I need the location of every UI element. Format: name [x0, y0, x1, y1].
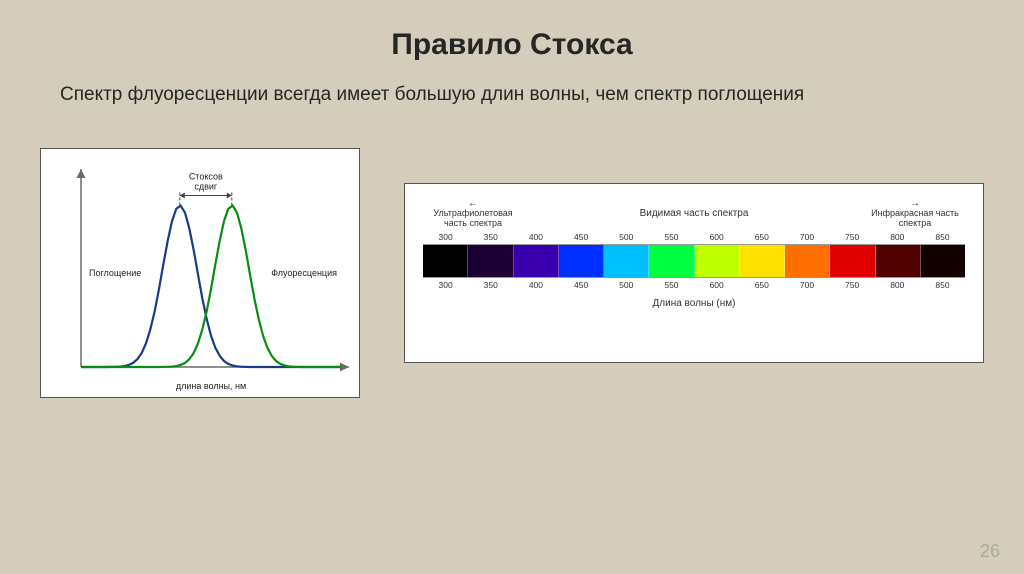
spectrum-panel: ← Ультрафиолетовая часть спектра Видимая…	[404, 183, 984, 363]
svg-text:Поглощение: Поглощение	[89, 267, 141, 277]
spectrum-tick: 600	[694, 280, 739, 290]
spectrum-tick: 450	[559, 232, 604, 242]
spectrum-tick: 550	[649, 232, 694, 242]
spectrum-left-label: Ультрафиолетовая часть спектра	[423, 209, 523, 229]
spectrum-cell	[514, 245, 559, 277]
spectrum-tick: 850	[920, 280, 965, 290]
spectrum-tick: 700	[784, 232, 829, 242]
spectrum-tick: 300	[423, 280, 468, 290]
spectrum-tick: 400	[513, 280, 558, 290]
spectrum-tick: 750	[830, 280, 875, 290]
spectrum-tick: 500	[604, 232, 649, 242]
spectrum-tick: 700	[784, 280, 829, 290]
spectrum-tick: 850	[920, 232, 965, 242]
stokes-chart-panel: Стоксовсдвиг Поглощение Флуоресценция длина…	[40, 148, 360, 398]
spectrum-tick: 800	[875, 232, 920, 242]
spectrum-cell	[423, 245, 468, 277]
spectrum-tick: 350	[468, 232, 513, 242]
spectrum-tick: 350	[468, 280, 513, 290]
spectrum-tick: 300	[423, 232, 468, 242]
spectrum-tick: 550	[649, 280, 694, 290]
spectrum-tick: 400	[513, 232, 558, 242]
spectrum-cell	[559, 245, 604, 277]
svg-text:Флуоресценция: Флуоресценция	[271, 267, 337, 277]
spectrum-cell	[649, 245, 694, 277]
spectrum-band	[423, 244, 965, 278]
svg-text:длина волны, нм: длина волны, нм	[176, 381, 246, 391]
spectrum-tick: 650	[739, 280, 784, 290]
spectrum-ticks-top: 300350400450500550600650700750800850	[423, 232, 965, 242]
spectrum-cell	[876, 245, 921, 277]
spectrum-cell	[604, 245, 649, 277]
page-title: Правило Стокса	[0, 0, 1024, 62]
spectrum-tick: 500	[604, 280, 649, 290]
spectrum-cell	[740, 245, 785, 277]
spectrum-regions: ← Ультрафиолетовая часть спектра Видимая…	[423, 198, 965, 229]
spectrum-tick: 650	[739, 232, 784, 242]
spectrum-tick: 600	[694, 232, 739, 242]
spectrum-cell	[921, 245, 965, 277]
spectrum-mid-label: Видимая часть спектра	[523, 208, 865, 219]
spectrum-cell	[785, 245, 830, 277]
spectrum-tick: 750	[830, 232, 875, 242]
svg-text:Стоксов: Стоксов	[189, 171, 223, 181]
spectrum-tick: 800	[875, 280, 920, 290]
spectrum-cell	[830, 245, 875, 277]
spectrum-cell	[695, 245, 740, 277]
spectrum-tick: 450	[559, 280, 604, 290]
page-number: 26	[980, 541, 1000, 562]
page-subtitle: Спектр флуоресценции всегда имеет большу…	[0, 62, 1024, 108]
spectrum-ticks-bottom: 300350400450500550600650700750800850	[423, 280, 965, 290]
stokes-chart: Стоксовсдвиг Поглощение Флуоресценция длина…	[41, 149, 361, 399]
spectrum-cell	[468, 245, 513, 277]
spectrum-right-label: Инфракрасная часть спектра	[865, 209, 965, 229]
spectrum-xlabel: Длина волны (нм)	[423, 298, 965, 309]
svg-text:сдвиг: сдвиг	[194, 181, 218, 191]
figures-row: Стоксовсдвиг Поглощение Флуоресценция длина…	[0, 108, 1024, 398]
